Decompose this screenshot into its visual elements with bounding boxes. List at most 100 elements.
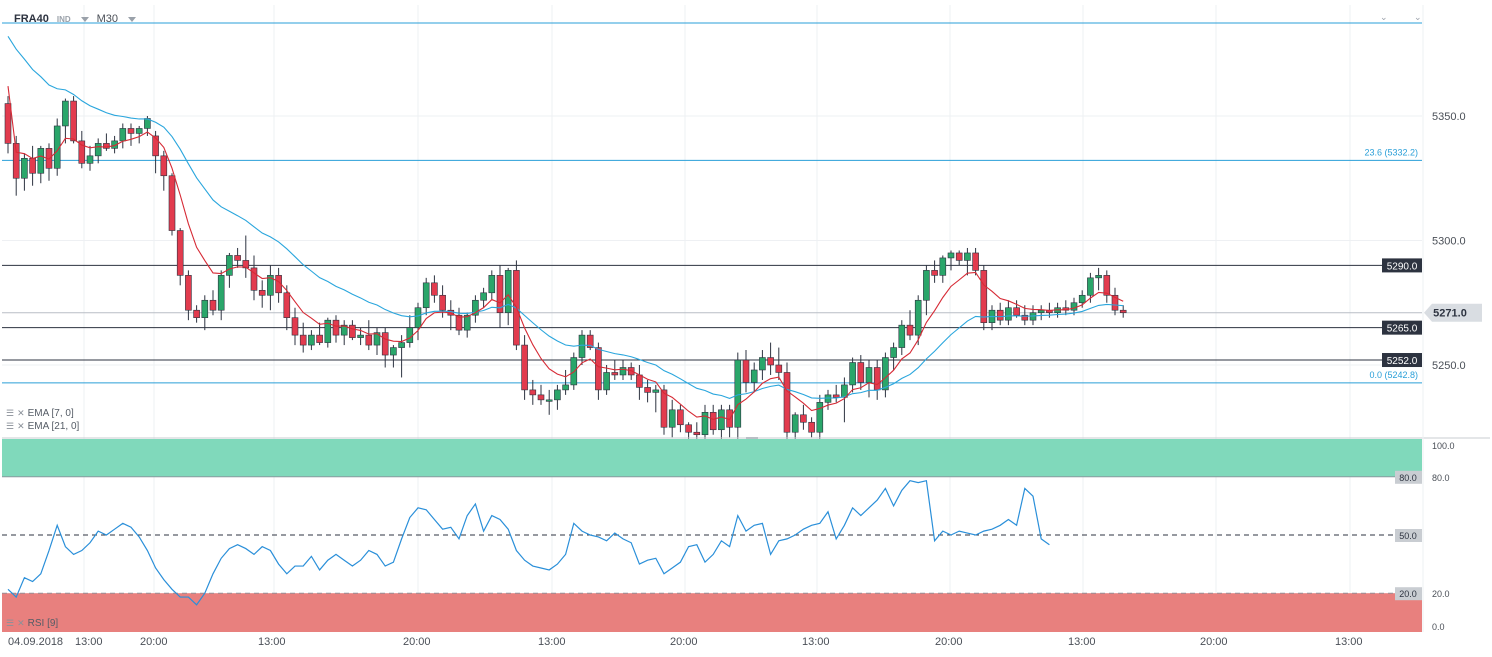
timeframe-dropdown-icon[interactable] <box>128 16 137 22</box>
candle-body[interactable] <box>1087 277 1094 296</box>
candle-body[interactable] <box>439 294 446 311</box>
candle-body[interactable] <box>636 374 643 388</box>
candle-body[interactable] <box>168 175 176 231</box>
candle-body[interactable] <box>1119 309 1127 314</box>
pane-resize-handle[interactable] <box>746 437 758 440</box>
candle-body[interactable] <box>70 100 77 142</box>
candle-body[interactable] <box>865 367 873 383</box>
candle-body[interactable] <box>644 387 651 393</box>
candle-body[interactable] <box>923 270 930 301</box>
close-icon[interactable]: ✕ <box>17 421 25 431</box>
candle-body[interactable] <box>21 158 28 179</box>
candle-body[interactable] <box>832 394 840 398</box>
candle-body[interactable] <box>398 342 405 348</box>
candle-body[interactable] <box>849 362 856 386</box>
candle-body[interactable] <box>496 275 504 314</box>
candle-body[interactable] <box>12 143 20 179</box>
candle-body[interactable] <box>152 135 159 157</box>
candle-body[interactable] <box>709 412 717 431</box>
candle-body[interactable] <box>185 275 192 311</box>
candle-body[interactable] <box>693 431 701 436</box>
candle-body[interactable] <box>406 327 414 343</box>
candle-body[interactable] <box>652 389 660 393</box>
candle-body[interactable] <box>996 309 1004 321</box>
candle-body[interactable] <box>677 409 684 426</box>
level-price-tag[interactable] <box>1382 353 1422 368</box>
candle-body[interactable] <box>857 362 865 383</box>
candle-body[interactable] <box>783 372 791 433</box>
candle-body[interactable] <box>340 324 348 336</box>
candle-body[interactable] <box>947 252 955 259</box>
candle-body[interactable] <box>258 289 266 296</box>
candle-body[interactable] <box>291 317 299 336</box>
candle-body[interactable] <box>529 389 537 396</box>
candle-body[interactable] <box>939 257 947 276</box>
candle-body[interactable] <box>545 399 553 402</box>
candle-body[interactable] <box>914 299 922 336</box>
candle-body[interactable] <box>955 252 963 261</box>
close-icon[interactable]: ✕ <box>17 618 25 628</box>
candle-body[interactable] <box>365 334 373 346</box>
candle-body[interactable] <box>422 282 430 309</box>
candle-body[interactable] <box>521 344 528 391</box>
candle-body[interactable] <box>193 309 200 318</box>
candle-body[interactable] <box>127 128 135 134</box>
candle-body[interactable] <box>1005 307 1012 321</box>
candle-body[interactable] <box>980 270 988 323</box>
candle-body[interactable] <box>226 255 233 276</box>
candle-body[interactable] <box>1078 294 1086 304</box>
candle-body[interactable] <box>86 155 94 164</box>
candle-body[interactable] <box>37 148 45 174</box>
timeframe-label[interactable]: M30 <box>96 13 119 25</box>
candle-body[interactable] <box>775 364 783 373</box>
candle-body[interactable] <box>1095 275 1102 279</box>
candle-body[interactable] <box>554 389 561 401</box>
candle-body[interactable] <box>103 143 110 149</box>
candle-body[interactable] <box>1103 275 1111 296</box>
candle-body[interactable] <box>1013 307 1020 316</box>
candle-body[interactable] <box>504 270 512 314</box>
candle-body[interactable] <box>685 424 692 433</box>
candle-body[interactable] <box>234 255 241 261</box>
candle-body[interactable] <box>349 324 356 338</box>
candle-body[interactable] <box>873 367 881 391</box>
candle-body[interactable] <box>119 128 127 142</box>
ema-fast-legend[interactable]: ☰ ✕ EMA [7, 0] <box>6 408 74 419</box>
candle-body[interactable] <box>78 140 86 164</box>
candle-body[interactable] <box>841 384 848 398</box>
candle-body[interactable] <box>472 299 479 316</box>
candle-body[interactable] <box>759 357 766 371</box>
candle-body[interactable] <box>283 292 291 318</box>
candle-body[interactable] <box>586 334 594 348</box>
candle-body[interactable] <box>29 158 36 174</box>
candle-body[interactable] <box>217 275 225 311</box>
candle-body[interactable] <box>480 292 487 301</box>
candle-body[interactable] <box>488 275 496 294</box>
candle-body[interactable] <box>808 421 815 433</box>
candle-body[interactable] <box>718 409 725 431</box>
candle-body[interactable] <box>135 128 143 134</box>
candle-body[interactable] <box>668 409 676 428</box>
candle-body[interactable] <box>316 334 323 343</box>
menu-icon[interactable]: ☰ <box>6 408 15 418</box>
ema-slow-legend[interactable]: ☰ ✕ EMA [21, 0] <box>6 421 79 432</box>
candle-body[interactable] <box>800 414 807 423</box>
candle-body[interactable] <box>250 267 258 291</box>
candle-body[interactable] <box>381 332 389 356</box>
candle-body[interactable] <box>1111 294 1119 311</box>
current-price-tag[interactable] <box>1424 303 1482 322</box>
candle-body[interactable] <box>242 260 250 269</box>
candle-body[interactable] <box>62 100 69 127</box>
menu-icon[interactable]: ☰ <box>6 618 15 628</box>
ema-7-line[interactable] <box>7 86 1124 421</box>
menu-icon[interactable]: ☰ <box>6 421 15 431</box>
candle-body[interactable] <box>308 334 315 346</box>
candle-body[interactable] <box>111 140 118 149</box>
close-icon[interactable]: ✕ <box>17 408 25 418</box>
candle-body[interactable] <box>299 334 307 346</box>
candle-body[interactable] <box>750 369 758 383</box>
candle-body[interactable] <box>431 282 438 296</box>
candle-body[interactable] <box>660 389 668 428</box>
candle-body[interactable] <box>176 230 184 276</box>
candle-body[interactable] <box>890 347 897 358</box>
